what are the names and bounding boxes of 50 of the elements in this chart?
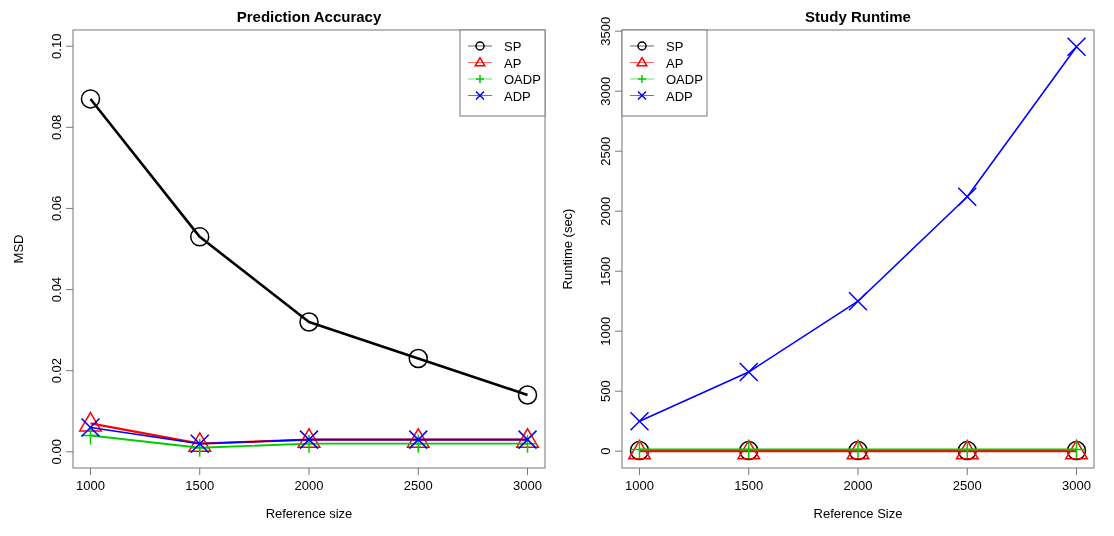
legend-label: ADP (504, 88, 531, 104)
x-tick-label: 3000 (513, 478, 542, 493)
y-axis-title: Runtime (sec) (560, 208, 575, 290)
point (299, 312, 319, 332)
legend-label: OADP (504, 72, 541, 87)
y-tick-label: 3000 (598, 76, 613, 106)
y-tick-label: 2000 (598, 196, 613, 226)
point (1066, 37, 1087, 57)
chart-title: Prediction Accuracy (236, 8, 382, 25)
point (738, 362, 759, 382)
x-tick-label: 1000 (625, 478, 654, 493)
y-tick-label: 1000 (598, 316, 613, 346)
point (78, 411, 103, 432)
y-tick-label: 500 (598, 380, 613, 403)
point (957, 187, 978, 207)
point (848, 291, 868, 311)
y-tick-label: 0.02 (49, 358, 64, 384)
x-tick-label: 1500 (734, 478, 764, 493)
chart-title: Study Runtime (805, 8, 911, 25)
x-tick-label: 2500 (403, 478, 433, 493)
legend-label: AP (504, 55, 522, 71)
y-tick-label: 0.06 (49, 195, 64, 222)
x-tick-label: 2500 (952, 478, 982, 493)
y-tick-label: 0.10 (49, 33, 64, 59)
y-tick-label: 0.04 (49, 276, 64, 303)
y-tick-label: 0.08 (49, 114, 64, 140)
point (408, 348, 429, 369)
point (80, 417, 101, 438)
x-tick-label: 2000 (294, 478, 324, 493)
y-tick-label: 0.00 (49, 439, 64, 465)
point (189, 227, 210, 247)
legend-label: AP (666, 55, 684, 71)
y-tick-label: 0 (598, 447, 613, 455)
x-axis-title: Reference Size (813, 506, 903, 521)
x-tick-label: 3000 (1062, 478, 1091, 493)
x-tick-label: 1500 (185, 478, 215, 493)
point (80, 89, 101, 109)
legend-label: SP (504, 39, 522, 54)
x-axis-title: Reference size (265, 506, 353, 521)
point (629, 411, 650, 431)
y-tick-label: 1500 (598, 256, 613, 286)
legend-label: OADP (666, 72, 703, 87)
y-tick-label: 3500 (598, 16, 613, 46)
y-tick-label: 2500 (598, 136, 613, 166)
x-tick-label: 2000 (843, 478, 873, 493)
x-tick-label: 1000 (76, 478, 105, 493)
point (517, 385, 538, 405)
y-axis-title: MSD (11, 234, 26, 264)
legend-label: SP (666, 39, 684, 54)
legend-label: ADP (666, 88, 693, 104)
